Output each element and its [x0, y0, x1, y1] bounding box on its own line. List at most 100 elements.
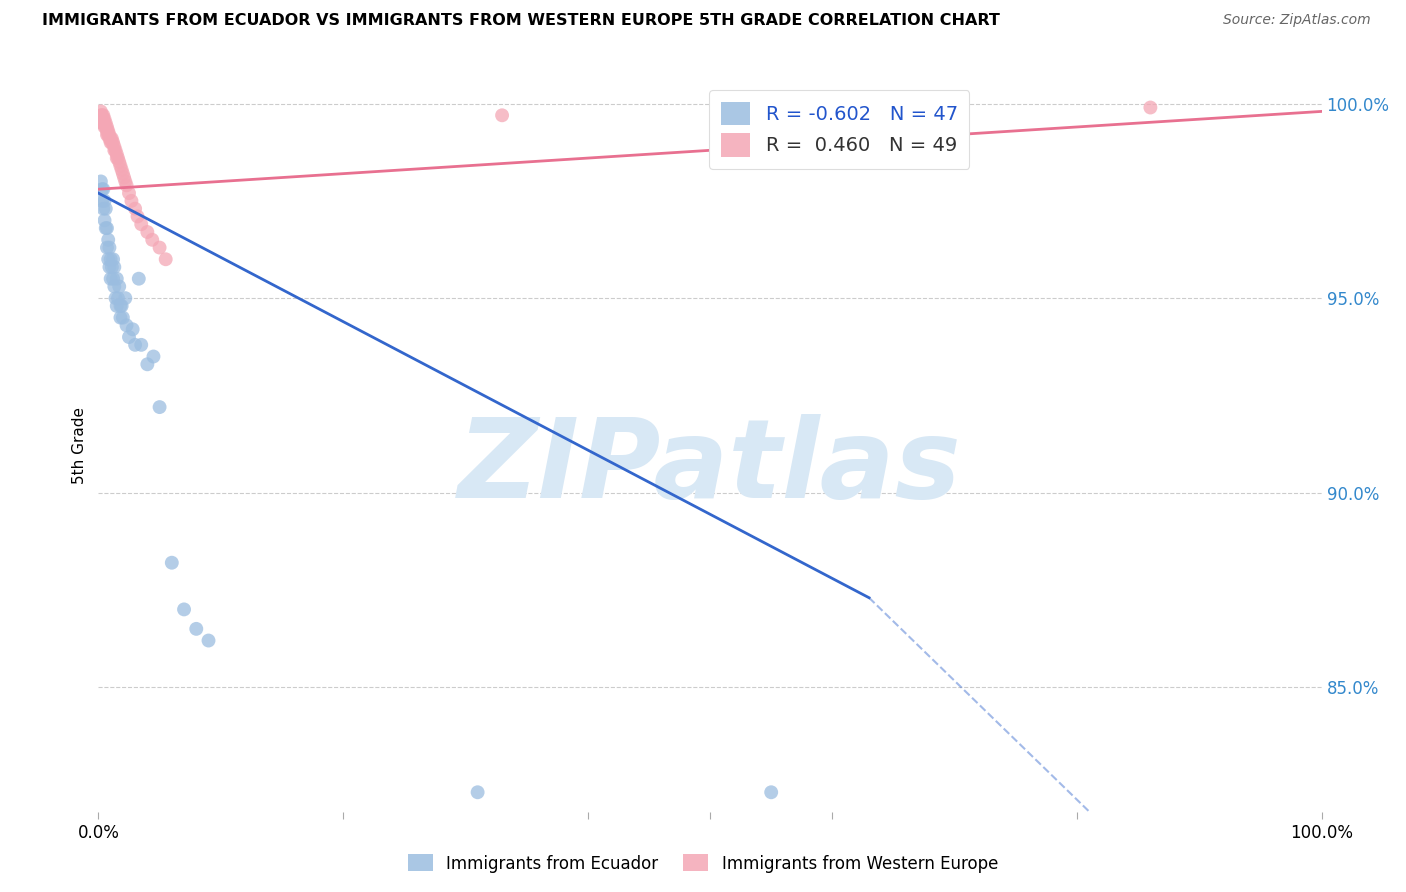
Point	[121, 322, 143, 336]
Point	[491, 108, 513, 122]
Point	[93, 213, 115, 227]
Point	[118, 330, 141, 344]
Point	[104, 144, 127, 158]
Point	[98, 260, 121, 274]
Point	[103, 260, 125, 274]
Point	[142, 350, 165, 364]
Legend: R = -0.602   N = 47, R =  0.460   N = 49: R = -0.602 N = 47, R = 0.460 N = 49	[709, 90, 969, 169]
Point	[1139, 101, 1161, 115]
Point	[93, 112, 115, 127]
Point	[173, 602, 195, 616]
Point	[103, 139, 125, 153]
Point	[114, 174, 136, 188]
Point	[91, 112, 114, 127]
Point	[97, 233, 120, 247]
Point	[91, 116, 114, 130]
Point	[97, 252, 120, 267]
Text: ZIPatlas: ZIPatlas	[458, 415, 962, 522]
Point	[90, 108, 112, 122]
Point	[101, 252, 124, 267]
Point	[103, 144, 125, 158]
Point	[124, 202, 146, 216]
Point	[101, 136, 124, 150]
Point	[93, 116, 115, 130]
Point	[91, 202, 114, 216]
Point	[118, 186, 141, 200]
Point	[115, 318, 138, 333]
Point	[100, 252, 122, 267]
Point	[94, 116, 117, 130]
Point	[105, 151, 128, 165]
Point	[111, 299, 134, 313]
Point	[103, 279, 125, 293]
Point	[149, 241, 172, 255]
Y-axis label: 5th Grade: 5th Grade	[72, 408, 87, 484]
Point	[110, 310, 132, 325]
Point	[127, 210, 149, 224]
Point	[98, 131, 121, 145]
Point	[91, 116, 114, 130]
Point	[107, 291, 129, 305]
Point	[136, 357, 159, 371]
Point	[100, 131, 122, 145]
Point	[98, 128, 121, 142]
Point	[111, 162, 134, 177]
Point	[108, 279, 131, 293]
Point	[115, 178, 138, 193]
Point	[97, 124, 120, 138]
Point	[155, 252, 177, 267]
Point	[91, 182, 114, 196]
Point	[101, 136, 124, 150]
Point	[114, 291, 136, 305]
Point	[186, 622, 208, 636]
Text: Source: ZipAtlas.com: Source: ZipAtlas.com	[1223, 13, 1371, 28]
Point	[97, 128, 120, 142]
Point	[105, 299, 128, 313]
Point	[91, 194, 114, 208]
Point	[149, 400, 172, 414]
Point	[94, 221, 117, 235]
Point	[197, 633, 219, 648]
Point	[104, 291, 127, 305]
Point	[112, 170, 135, 185]
Point	[100, 136, 122, 150]
Point	[100, 271, 122, 285]
Point	[90, 104, 112, 119]
Point	[96, 120, 118, 134]
Point	[91, 108, 114, 122]
Point	[129, 217, 152, 231]
Point	[105, 271, 128, 285]
Point	[96, 128, 118, 142]
Point	[124, 338, 146, 352]
Point	[94, 202, 117, 216]
Point	[110, 299, 132, 313]
Point	[120, 194, 142, 208]
Point	[129, 338, 152, 352]
Point	[110, 159, 132, 173]
Point	[93, 120, 115, 134]
Point	[90, 174, 112, 188]
Point	[91, 182, 114, 196]
Point	[96, 221, 118, 235]
Point	[91, 112, 114, 127]
Point	[98, 241, 121, 255]
Point	[128, 271, 150, 285]
Point	[160, 556, 183, 570]
Point	[136, 225, 159, 239]
Point	[111, 167, 134, 181]
Point	[91, 108, 114, 122]
Point	[94, 120, 117, 134]
Point	[101, 271, 124, 285]
Point	[111, 310, 134, 325]
Point	[93, 194, 115, 208]
Point	[101, 131, 124, 145]
Point	[467, 785, 489, 799]
Point	[108, 155, 131, 169]
Text: IMMIGRANTS FROM ECUADOR VS IMMIGRANTS FROM WESTERN EUROPE 5TH GRADE CORRELATION : IMMIGRANTS FROM ECUADOR VS IMMIGRANTS FR…	[42, 13, 1000, 29]
Point	[105, 147, 128, 161]
Point	[761, 785, 783, 799]
Point	[101, 260, 124, 274]
Point	[141, 233, 163, 247]
Legend: Immigrants from Ecuador, Immigrants from Western Europe: Immigrants from Ecuador, Immigrants from…	[401, 847, 1005, 880]
Point	[96, 124, 118, 138]
